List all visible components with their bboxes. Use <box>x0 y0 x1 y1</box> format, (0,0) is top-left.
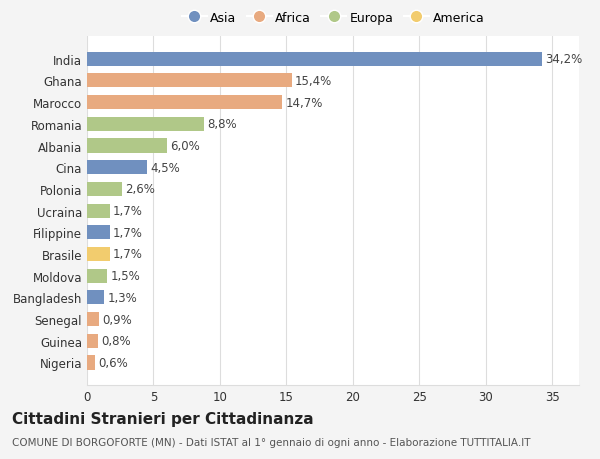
Text: 1,7%: 1,7% <box>113 248 143 261</box>
Text: 34,2%: 34,2% <box>545 53 583 66</box>
Bar <box>87 291 104 305</box>
Bar <box>87 312 99 326</box>
Bar <box>87 334 98 348</box>
Text: 2,6%: 2,6% <box>125 183 155 196</box>
Bar <box>87 96 283 110</box>
Text: 8,8%: 8,8% <box>208 118 237 131</box>
Text: 1,7%: 1,7% <box>113 205 143 218</box>
Bar <box>87 183 122 196</box>
Text: 15,4%: 15,4% <box>295 75 332 88</box>
Bar <box>87 356 95 369</box>
Bar <box>87 247 110 262</box>
Text: 1,5%: 1,5% <box>110 269 140 283</box>
Text: 0,6%: 0,6% <box>98 356 128 369</box>
Text: 0,8%: 0,8% <box>101 335 131 347</box>
Bar <box>87 139 167 153</box>
Text: 1,7%: 1,7% <box>113 226 143 239</box>
Text: Cittadini Stranieri per Cittadinanza: Cittadini Stranieri per Cittadinanza <box>12 411 314 426</box>
Bar <box>87 226 110 240</box>
Text: 4,5%: 4,5% <box>150 162 180 174</box>
Bar <box>87 118 204 132</box>
Text: 14,7%: 14,7% <box>286 96 323 109</box>
Text: 0,9%: 0,9% <box>102 313 132 326</box>
Text: COMUNE DI BORGOFORTE (MN) - Dati ISTAT al 1° gennaio di ogni anno - Elaborazione: COMUNE DI BORGOFORTE (MN) - Dati ISTAT a… <box>12 437 530 447</box>
Bar <box>87 74 292 88</box>
Text: 1,3%: 1,3% <box>107 291 137 304</box>
Bar <box>87 204 110 218</box>
Bar <box>87 53 542 67</box>
Bar <box>87 161 147 175</box>
Text: 6,0%: 6,0% <box>170 140 200 153</box>
Legend: Asia, Africa, Europa, America: Asia, Africa, Europa, America <box>179 9 487 27</box>
Bar <box>87 269 107 283</box>
